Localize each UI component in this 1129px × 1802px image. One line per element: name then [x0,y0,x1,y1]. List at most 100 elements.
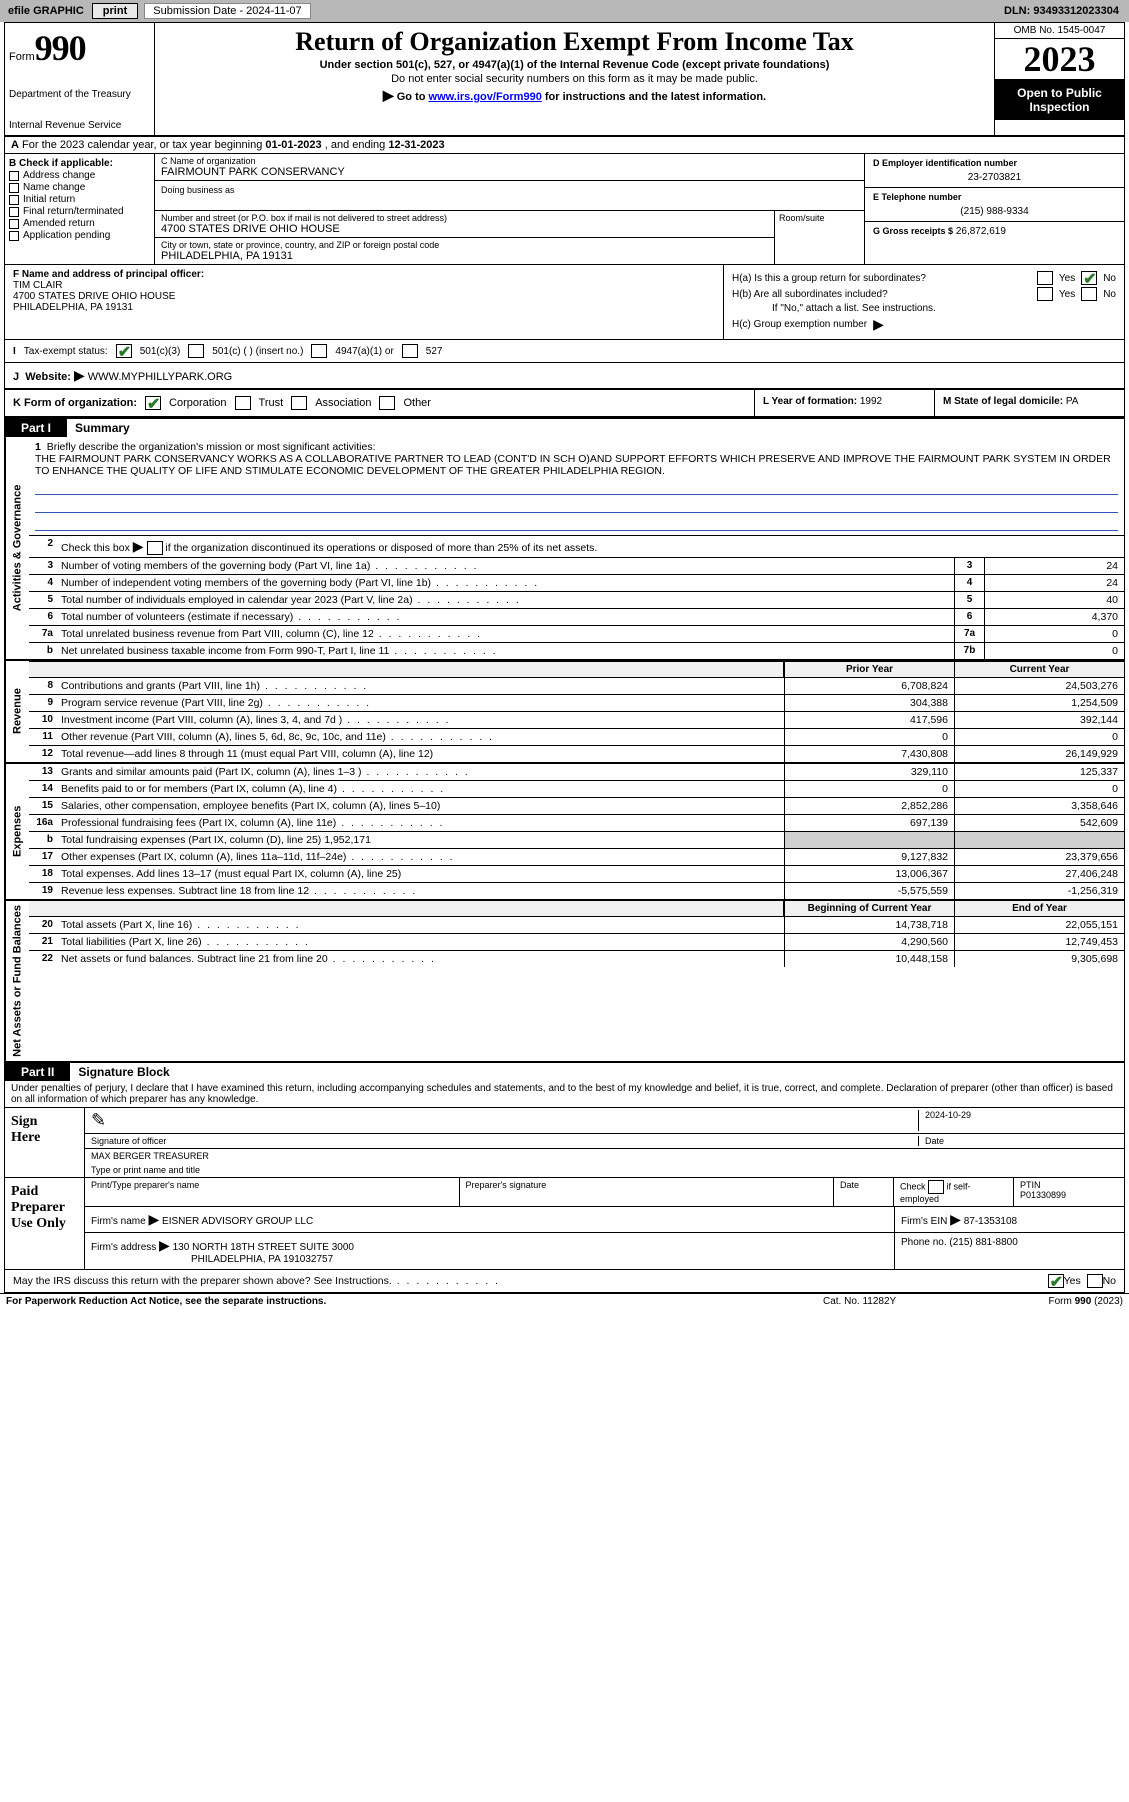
checkbox-checked-icon[interactable] [1081,271,1097,285]
checkbox-icon[interactable] [379,396,395,410]
omb-number: OMB No. 1545-0047 [995,23,1124,39]
line-6: 6Total number of volunteers (estimate if… [29,608,1124,625]
column-b: B Check if applicable: Address change Na… [5,154,155,264]
part-2-num: Part II [5,1063,70,1081]
checkbox-icon[interactable] [1087,1274,1103,1288]
row-i: I Tax-exempt status: 501(c)(3) 501(c) ( … [5,340,1124,363]
underline [35,497,1118,513]
ein-cell: D Employer identification number 23-2703… [865,154,1124,188]
vtab-governance: Activities & Governance [5,437,29,659]
section-governance: Activities & Governance 1 Briefly descri… [5,437,1124,661]
line-16a: 16aProfessional fundraising fees (Part I… [29,814,1124,831]
checkbox-checked-icon[interactable] [116,344,132,358]
current-year-hdr: Current Year [954,662,1124,677]
chk-name-change[interactable]: Name change [9,182,150,193]
paid-preparer-block: Paid Preparer Use Only Print/Type prepar… [5,1178,1124,1270]
column-d-e-g: D Employer identification number 23-2703… [864,154,1124,264]
checkbox-icon[interactable] [402,344,418,358]
arrow-icon: ▶ [74,367,85,383]
state-domicile: M State of legal domicile: PA [934,390,1124,416]
chk-address-change[interactable]: Address change [9,170,150,181]
form-title: Return of Organization Exempt From Incom… [163,27,986,57]
row-a-begin: 01-01-2023 [265,139,321,151]
tax-year: 2023 [995,39,1124,80]
header-right: OMB No. 1545-0047 2023 Open to Public In… [994,23,1124,135]
block-f-h: F Name and address of principal officer:… [5,265,1124,340]
chk-pending[interactable]: Application pending [9,230,150,241]
checkbox-icon[interactable] [291,396,307,410]
chk-initial-return[interactable]: Initial return [9,194,150,205]
line-12: 12Total revenue—add lines 8 through 11 (… [29,745,1124,762]
form-num: 990 [35,28,86,68]
checkbox-icon[interactable] [235,396,251,410]
checkbox-icon[interactable] [1037,287,1053,301]
top-toolbar: efile GRAPHIC print Submission Date - 20… [0,0,1129,22]
link-pre: Go to [397,91,429,103]
dba-label: Doing business as [161,185,235,195]
line-7a: 7aTotal unrelated business revenue from … [29,625,1124,642]
line-14: 14Benefits paid to or for members (Part … [29,780,1124,797]
street-label: Number and street (or P.O. box if mail i… [161,213,768,223]
checkbox-icon[interactable] [1037,271,1053,285]
line-3: 3Number of voting members of the governi… [29,557,1124,574]
checkbox-icon[interactable] [1081,287,1097,301]
link-post: for instructions and the latest informat… [542,91,766,103]
officer-label: F Name and address of principal officer: [13,269,204,280]
dln-label: DLN: 93493312023304 [1004,5,1129,17]
officer-addr1: 4700 STATES DRIVE OHIO HOUSE [13,291,715,302]
footer-left: For Paperwork Reduction Act Notice, see … [6,1296,823,1307]
phone-value: (215) 988-9334 [873,206,1116,217]
form-word: Form [9,51,35,63]
print-button[interactable]: print [92,3,138,19]
vtab-net-assets: Net Assets or Fund Balances [5,901,29,1061]
row-a-mid: , and ending [322,139,389,151]
arrow-icon: ▶ [950,1211,961,1227]
arrow-icon: ▶ [148,1211,159,1227]
part-2-title: Signature Block [70,1062,1124,1081]
sig-line-1b: Signature of officer Date [85,1134,1124,1148]
header-middle: Return of Organization Exempt From Incom… [155,23,994,135]
footer-right: Form 990 (2023) [973,1296,1123,1307]
sign-here-label: SignHere [5,1108,85,1177]
row-k-l-m: K Form of organization: Corporation Trus… [5,390,1124,418]
expenses-content: 13Grants and similar amounts paid (Part … [29,764,1124,899]
checkbox-icon[interactable] [928,1180,944,1194]
irs-link[interactable]: www.irs.gov/Form990 [429,91,542,103]
part-1-title: Summary [67,418,1124,437]
line-2: 2Check this box ▶ if the organization di… [29,535,1124,557]
dba-cell: Doing business as [155,181,864,211]
page-footer: For Paperwork Reduction Act Notice, see … [0,1293,1129,1309]
form-number: Form990 [9,27,150,69]
submission-date: Submission Date - 2024-11-07 [144,3,310,19]
form-container: Form990 Department of the Treasury Inter… [4,22,1125,1293]
firm-name: EISNER ADVISORY GROUP LLC [162,1216,313,1227]
gross-value: 26,872,619 [956,226,1006,237]
org-name-label: C Name of organization [161,156,858,166]
checkbox-icon[interactable] [311,344,327,358]
chk-amended[interactable]: Amended return [9,218,150,229]
arrow-icon: ▶ [873,316,884,333]
sig-line-1: ✎ 2024-10-29 [85,1108,1124,1134]
section-revenue: Revenue Prior Year Current Year 8Contrib… [5,661,1124,764]
row-a-pre: For the 2023 calendar year, or tax year … [22,139,265,151]
firm-name-row: Firm's name ▶ EISNER ADVISORY GROUP LLC … [85,1207,1124,1233]
col-self-employed: Check if self-employed [894,1178,1014,1206]
line-19: 19Revenue less expenses. Subtract line 1… [29,882,1124,899]
checkbox-icon[interactable] [147,541,163,555]
form-link-line: ▶ Go to www.irs.gov/Form990 for instruct… [163,87,986,104]
checkbox-icon[interactable] [188,344,204,358]
checkbox-checked-icon[interactable] [1048,1274,1064,1288]
addr-block: Number and street (or P.O. box if mail i… [155,211,864,264]
phone-cell: E Telephone number (215) 988-9334 [865,188,1124,222]
i-label: Tax-exempt status: [24,346,108,357]
org-name: FAIRMOUNT PARK CONSERVANCY [161,166,858,178]
firm-name-label: Firm's name [91,1216,146,1227]
revenue-content: Prior Year Current Year 8Contributions a… [29,661,1124,762]
gross-label: G Gross receipts $ [873,226,953,236]
h-c-row: H(c) Group exemption number ▶ [732,316,1116,333]
footer-cat: Cat. No. 11282Y [823,1296,973,1307]
chk-final-return[interactable]: Final return/terminated [9,206,150,217]
room-suite: Room/suite [774,211,864,264]
firm-addr-label: Firm's address [91,1242,156,1253]
checkbox-checked-icon[interactable] [145,396,161,410]
